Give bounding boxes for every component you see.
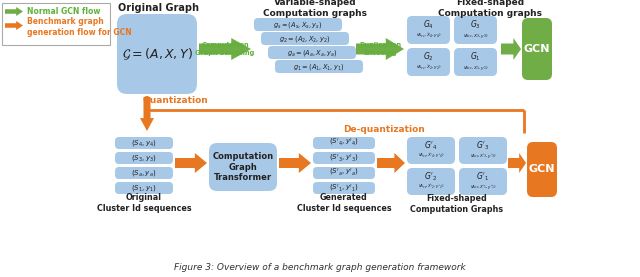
Text: $(S_1, y_1)$: $(S_1, y_1)$	[131, 183, 157, 193]
Text: Normal GCN flow: Normal GCN flow	[27, 7, 100, 17]
FancyBboxPatch shape	[268, 46, 356, 59]
Polygon shape	[377, 153, 405, 173]
Text: $(A_{cc},\tilde{X}_4,y_4)$: $(A_{cc},\tilde{X}_4,y_4)$	[415, 32, 442, 40]
Text: Fixed-shaped
Computation graphs: Fixed-shaped Computation graphs	[438, 0, 542, 18]
FancyBboxPatch shape	[115, 167, 173, 179]
Polygon shape	[140, 97, 154, 131]
Text: $G_2$: $G_2$	[423, 51, 434, 63]
Text: Original
Cluster Id sequences: Original Cluster Id sequences	[97, 193, 191, 213]
Text: Benchmark graph
generation flow for GCN: Benchmark graph generation flow for GCN	[27, 17, 132, 37]
Text: $(S_4, y_4)$: $(S_4, y_4)$	[131, 138, 157, 148]
FancyBboxPatch shape	[459, 168, 507, 195]
FancyBboxPatch shape	[407, 16, 450, 44]
Text: Original Graph: Original Graph	[118, 3, 198, 13]
Text: De-quantization: De-quantization	[343, 124, 425, 134]
FancyBboxPatch shape	[117, 14, 197, 94]
Text: Fixed-shaped
Computation Graphs: Fixed-shaped Computation Graphs	[410, 194, 504, 214]
Text: $g_a = (A_a, X_a, y_a)$: $g_a = (A_a, X_a, y_a)$	[287, 47, 337, 58]
Text: $G'_4$: $G'_4$	[424, 140, 438, 152]
Text: Generated
Cluster Id sequences: Generated Cluster Id sequences	[297, 193, 391, 213]
Polygon shape	[501, 38, 521, 60]
Text: $G'_2$: $G'_2$	[424, 171, 438, 183]
Text: GCN: GCN	[524, 44, 550, 54]
FancyBboxPatch shape	[407, 48, 450, 76]
Polygon shape	[356, 38, 404, 60]
Text: $(A_{cc},X'_3,y'_3)$: $(A_{cc},X'_3,y'_3)$	[470, 152, 497, 160]
FancyBboxPatch shape	[115, 152, 173, 164]
Text: GCN: GCN	[529, 165, 556, 175]
Text: $(A_{cc},\tilde{X}'_4,y'_4)$: $(A_{cc},\tilde{X}'_4,y'_4)$	[418, 152, 444, 160]
Polygon shape	[5, 7, 23, 16]
Text: $(S_3, y_3)$: $(S_3, y_3)$	[131, 153, 157, 163]
FancyBboxPatch shape	[254, 18, 342, 31]
Text: $G_3$: $G_3$	[470, 19, 481, 31]
Polygon shape	[5, 21, 23, 30]
Text: $(A_{cc},\tilde{X}'_2,y'_2)$: $(A_{cc},\tilde{X}'_2,y'_2)$	[418, 183, 444, 191]
Text: $(A_{cc},X_1,y_1)$: $(A_{cc},X_1,y_1)$	[463, 64, 488, 72]
Text: Computation
Graph Sampling: Computation Graph Sampling	[195, 42, 255, 55]
Text: Computation
Graph
Transformer: Computation Graph Transformer	[212, 152, 273, 182]
FancyBboxPatch shape	[459, 137, 507, 164]
Text: $(S'_1, y'_1)$: $(S'_1, y'_1)$	[329, 183, 359, 194]
Text: Duplication
Encoding: Duplication Encoding	[359, 42, 401, 55]
Text: $(S_a, y_a)$: $(S_a, y_a)$	[131, 168, 157, 178]
Text: $(S'_3, y'_3)$: $(S'_3, y'_3)$	[329, 153, 359, 163]
FancyBboxPatch shape	[313, 152, 375, 164]
Polygon shape	[508, 153, 526, 173]
Text: $(A_{cc},\tilde{X}_2,y_2)$: $(A_{cc},\tilde{X}_2,y_2)$	[415, 64, 442, 72]
FancyBboxPatch shape	[454, 16, 497, 44]
FancyBboxPatch shape	[115, 182, 173, 194]
FancyBboxPatch shape	[115, 137, 173, 149]
Text: $(S'_4, y'_4)$: $(S'_4, y'_4)$	[329, 137, 359, 148]
FancyBboxPatch shape	[527, 142, 557, 197]
Text: $g_1 = (A_1, X_1, y_1)$: $g_1 = (A_1, X_1, y_1)$	[293, 61, 345, 71]
Text: $(A_{cc},X'_1,y'_1)$: $(A_{cc},X'_1,y'_1)$	[470, 183, 497, 191]
FancyBboxPatch shape	[209, 143, 277, 191]
Text: Quantization: Quantization	[142, 96, 208, 104]
Text: $\mathcal{G} = (A, X, Y)$: $\mathcal{G} = (A, X, Y)$	[122, 46, 193, 62]
FancyBboxPatch shape	[522, 18, 552, 80]
FancyBboxPatch shape	[313, 167, 375, 179]
Polygon shape	[279, 153, 311, 173]
FancyBboxPatch shape	[407, 137, 455, 164]
Bar	[2, 3, 110, 45]
FancyBboxPatch shape	[454, 48, 497, 76]
Text: $g_s = (A_s, X_s, y_s)$: $g_s = (A_s, X_s, y_s)$	[273, 19, 323, 29]
Text: Variable-shaped
Computation graphs: Variable-shaped Computation graphs	[263, 0, 367, 18]
Text: $G_1$: $G_1$	[470, 51, 481, 63]
Text: Figure 3: Overview of a benchmark graph generation framework: Figure 3: Overview of a benchmark graph …	[174, 263, 466, 273]
Text: $(S'_a, y'_a)$: $(S'_a, y'_a)$	[329, 168, 359, 178]
Text: $(A_{cc},X_3,y_3)$: $(A_{cc},X_3,y_3)$	[463, 32, 488, 40]
FancyBboxPatch shape	[261, 32, 349, 45]
Text: $G_4$: $G_4$	[423, 19, 434, 31]
Polygon shape	[199, 38, 251, 60]
FancyBboxPatch shape	[275, 60, 363, 73]
FancyBboxPatch shape	[313, 137, 375, 149]
Text: $G'_3$: $G'_3$	[476, 140, 490, 152]
FancyBboxPatch shape	[407, 168, 455, 195]
Polygon shape	[175, 153, 207, 173]
Text: $g_2 = (A_2, X_2, y_2)$: $g_2 = (A_2, X_2, y_2)$	[279, 34, 331, 43]
FancyBboxPatch shape	[313, 182, 375, 194]
Text: $G'_1$: $G'_1$	[476, 171, 490, 183]
